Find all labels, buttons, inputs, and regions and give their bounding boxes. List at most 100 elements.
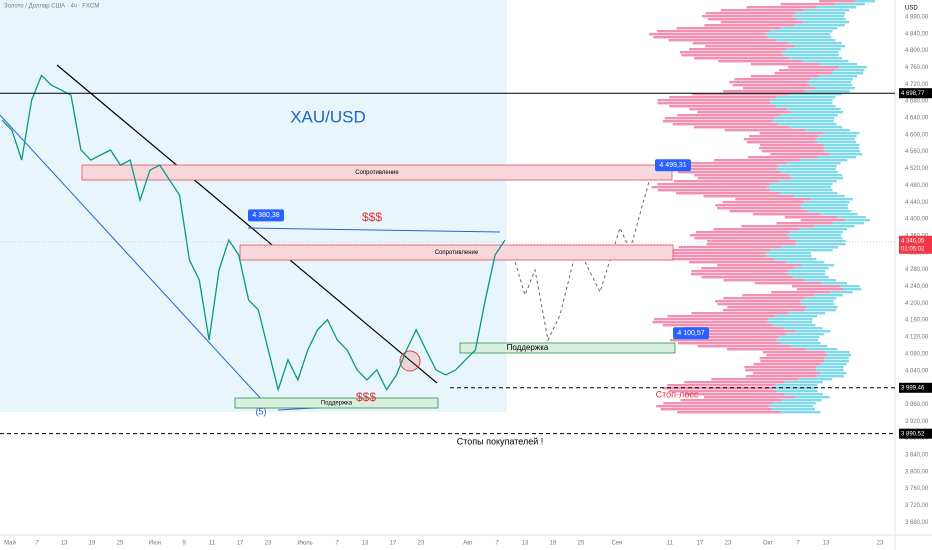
profile-bar	[789, 174, 843, 177]
profile-bar	[814, 294, 843, 297]
profile-bar	[807, 81, 852, 84]
profile-bar	[806, 306, 838, 309]
profile-bar	[799, 228, 848, 231]
profile-bar	[840, 285, 860, 288]
zone-label: Сопротивление	[355, 170, 399, 176]
x-tick-label: 7	[35, 541, 39, 547]
profile-bar	[692, 93, 789, 96]
profile-bar	[784, 216, 838, 219]
y-tick-label: 4 080,00	[905, 351, 929, 357]
channel-line	[0, 114, 263, 401]
zone-label: Поддержка	[507, 343, 549, 352]
profile-bar	[770, 153, 830, 156]
annotation: $$$	[356, 390, 376, 404]
profile-bar	[673, 165, 779, 168]
y-tick-label: 4 400,00	[905, 217, 929, 223]
y-tick-label: 4 720,00	[905, 82, 929, 88]
profile-bar	[834, 3, 865, 6]
profile-bar	[711, 378, 799, 381]
profile-bar	[801, 303, 835, 306]
profile-bar	[706, 330, 796, 333]
profile-bar	[800, 300, 834, 303]
profile-bar	[823, 357, 849, 360]
x-tick-label: Май	[4, 540, 16, 547]
profile-bar	[779, 192, 838, 195]
profile-bar	[786, 261, 825, 264]
profile-bar	[803, 21, 850, 24]
x-tick-label: 17	[237, 541, 244, 547]
profile-bar	[807, 210, 852, 213]
price-tag-label: 3 890,52	[901, 431, 925, 437]
profile-bar	[706, 243, 796, 246]
profile-bar	[820, 213, 858, 216]
profile-bar	[800, 219, 846, 222]
profile-bar	[815, 138, 856, 141]
y-tick-label: 4 280,00	[905, 267, 929, 273]
profile-bar	[750, 63, 820, 66]
price-line	[1, 74, 506, 393]
profile-bar	[669, 96, 777, 99]
profile-bar	[759, 357, 824, 360]
y-tick-label: 4 120,00	[905, 335, 929, 341]
price-tag	[899, 235, 932, 254]
profile-bar	[793, 267, 829, 270]
x-tick-label: 19	[550, 541, 557, 547]
profile-bar	[691, 270, 788, 273]
profile-bar	[801, 264, 835, 267]
profile-bar	[653, 36, 768, 39]
profile-bar	[814, 225, 855, 228]
profile-bar	[776, 222, 833, 225]
zone	[459, 342, 676, 354]
profile-bar	[657, 183, 770, 186]
profile-bar	[657, 189, 771, 192]
profile-bar	[701, 267, 794, 270]
profile-bar	[793, 276, 829, 279]
profile-bar	[788, 42, 842, 45]
profile-bar	[780, 342, 821, 345]
profile-bar	[701, 276, 794, 279]
profile-bar	[745, 369, 817, 372]
profile-bar	[705, 12, 796, 15]
y-tick-label: 4 200,00	[905, 301, 929, 307]
profile-bar	[663, 402, 774, 405]
profile-bar	[701, 15, 794, 18]
profile-bar	[791, 345, 828, 348]
profile-bar	[694, 57, 790, 60]
profile-bar	[790, 111, 843, 114]
profile-bar	[691, 312, 788, 315]
callout-label: 4 100,57	[677, 330, 704, 337]
x-tick-label: 13	[362, 541, 369, 547]
profile-bar	[676, 27, 780, 30]
profile-bar	[677, 342, 781, 345]
profile-bar	[794, 195, 845, 198]
y-tick-label: 3 760,00	[905, 486, 929, 492]
y-tick-label: 4 560,00	[905, 149, 929, 155]
profile-bar	[667, 315, 776, 318]
y-tick-label: 4 760,00	[905, 65, 929, 71]
profile-bar	[689, 234, 788, 237]
profile-bar	[670, 339, 777, 342]
profile-bar	[800, 204, 848, 207]
profile-bar	[665, 258, 775, 261]
profile-bar	[769, 30, 833, 33]
profile-bar	[752, 213, 821, 216]
profile-bar	[681, 54, 783, 57]
profile-bar	[690, 273, 788, 276]
profile-bar	[697, 177, 792, 180]
breakout-circle	[399, 350, 421, 372]
profile-bar	[843, 288, 862, 291]
profile-bar	[855, 0, 875, 3]
profile-bar	[823, 147, 860, 150]
profile-bar	[817, 141, 857, 144]
x-tick-label: Июль	[297, 541, 312, 547]
profile-bar	[823, 132, 860, 135]
x-tick-label: 23	[725, 541, 732, 547]
profile-bar	[780, 171, 838, 174]
profile-bar	[787, 270, 826, 273]
profile-bar	[779, 27, 838, 30]
profile-bar	[743, 138, 816, 141]
profile-bar	[723, 279, 805, 282]
liquidity-line	[247, 227, 501, 233]
profile-bar	[715, 204, 801, 207]
profile-bar	[649, 33, 766, 36]
